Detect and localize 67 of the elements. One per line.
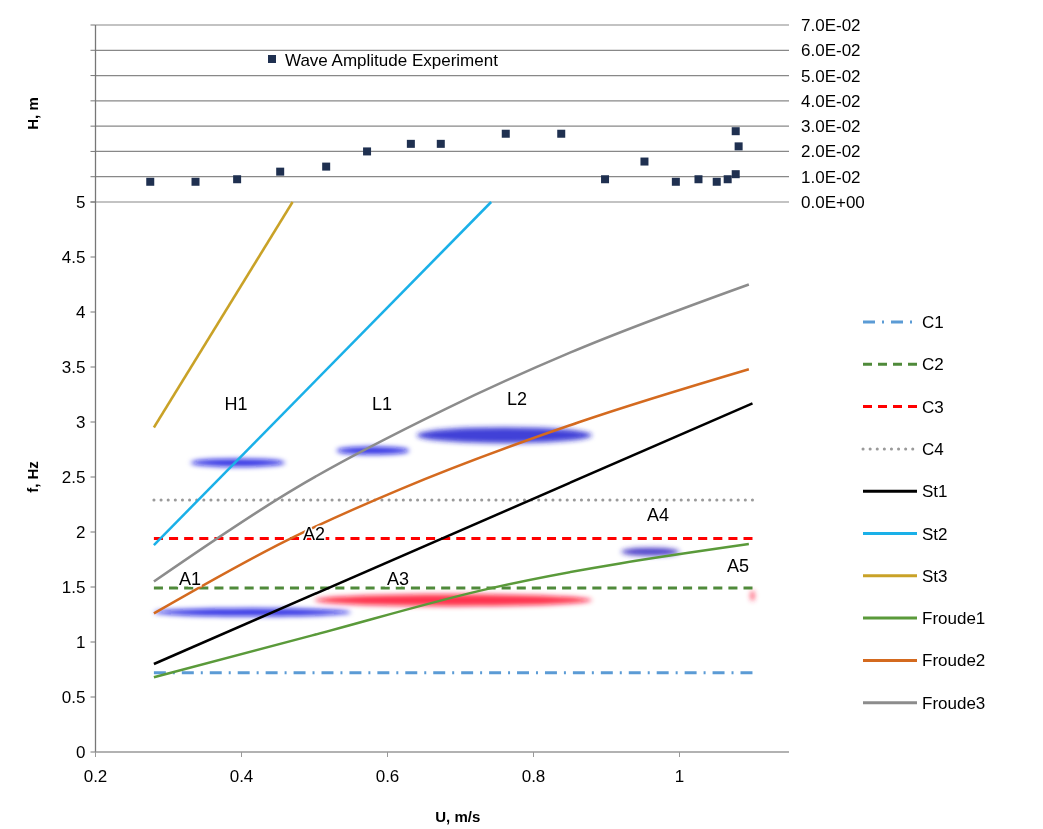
- y-tick-label: 4.0E-02: [801, 91, 861, 111]
- point: [191, 177, 200, 186]
- y-axis-title: H, m: [24, 97, 41, 130]
- line-series: [152, 367, 751, 615]
- annotation: A4: [646, 505, 670, 525]
- x-axis-title: U, m/s: [435, 808, 481, 825]
- y-tick-label: 2: [76, 523, 86, 542]
- point: [731, 170, 740, 179]
- y-tick-label: 0: [76, 743, 86, 762]
- point: [694, 175, 703, 184]
- legend-label: Froude3: [922, 693, 986, 713]
- y-tick-label: 4: [76, 303, 86, 322]
- line-series: [152, 542, 751, 679]
- x-tick-label: 0.4: [229, 767, 254, 786]
- annotation: L2: [506, 389, 528, 409]
- legend-label: Froude1: [922, 609, 986, 629]
- x-tick-label: 0.2: [83, 767, 108, 786]
- y-tick-label: 1.5: [61, 578, 86, 597]
- legend-label: St1: [922, 482, 948, 502]
- point: [436, 139, 445, 148]
- point: [406, 139, 415, 148]
- y-tick-label: 5.0E-02: [801, 66, 861, 86]
- annotation: L1: [371, 394, 393, 414]
- point: [276, 167, 285, 176]
- y-tick-label: 0.5: [61, 688, 86, 707]
- point: [712, 177, 721, 186]
- y-tick-label: 1.0E-02: [801, 167, 861, 187]
- point: [363, 147, 372, 156]
- x-tick-label: 1: [674, 767, 685, 786]
- y-tick-label: 7.0E-02: [801, 16, 861, 35]
- x-tick-label: 0.6: [375, 767, 400, 786]
- point: [731, 127, 740, 136]
- point: [146, 177, 155, 186]
- y-tick-label: 1: [76, 633, 86, 652]
- y-tick-label: 6.0E-02: [801, 41, 861, 61]
- y-tick-label: 4.5: [61, 248, 86, 267]
- y-axis-title: f, Hz: [24, 461, 41, 493]
- y-tick-label: 0.0E+00: [801, 193, 865, 212]
- legend-label: St3: [922, 566, 948, 586]
- point: [322, 162, 331, 171]
- legend-label: Wave Amplitude Experiment: [285, 50, 499, 70]
- y-tick-label: 3.0E-02: [801, 117, 861, 137]
- legend-label: C3: [922, 397, 944, 417]
- line-series: [152, 283, 751, 583]
- point: [601, 175, 610, 184]
- y-tick-label: 2.5: [61, 468, 86, 487]
- legend-label: C2: [922, 355, 944, 375]
- point: [640, 157, 649, 166]
- y-tick-label: 3: [76, 413, 86, 432]
- y-tick-label: 3.5: [61, 358, 86, 377]
- point: [671, 177, 680, 186]
- point: [501, 129, 510, 138]
- legend-label: St2: [922, 524, 948, 544]
- y-tick-label: 2.0E-02: [801, 142, 861, 162]
- point: [734, 142, 743, 151]
- point: [557, 129, 566, 138]
- legend-label: C4: [922, 439, 944, 459]
- annotation: A1: [178, 569, 202, 589]
- legend-label: Froude2: [922, 651, 986, 671]
- point: [723, 175, 732, 184]
- point: [233, 175, 242, 184]
- annotation: A3: [386, 569, 410, 589]
- legend-label: C1: [922, 313, 944, 332]
- annotation: A5: [726, 556, 750, 576]
- annotation: H1: [224, 394, 248, 414]
- y-tick-label: 5: [76, 193, 86, 212]
- x-tick-label: 0.8: [521, 767, 546, 786]
